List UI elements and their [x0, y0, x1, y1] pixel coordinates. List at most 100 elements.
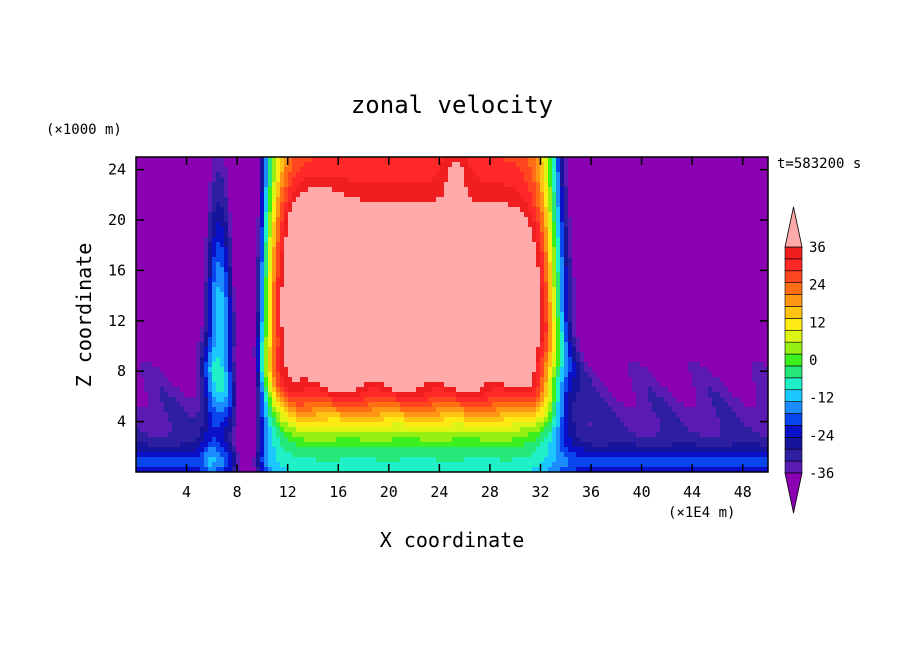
- field-cell: [732, 182, 737, 188]
- field-cell: [288, 282, 293, 288]
- field-cell: [176, 217, 181, 223]
- field-cell: [256, 177, 261, 183]
- field-cell: [460, 217, 465, 223]
- field-cell: [548, 217, 553, 223]
- field-cell: [212, 192, 217, 198]
- field-cell: [592, 182, 597, 188]
- field-cell: [512, 297, 517, 303]
- field-cell: [200, 312, 205, 318]
- field-cell: [256, 172, 261, 178]
- field-cell: [364, 277, 369, 283]
- field-cell: [428, 207, 433, 213]
- field-cell: [572, 242, 577, 248]
- field-cell: [200, 287, 205, 293]
- field-cell: [328, 197, 333, 203]
- field-cell: [684, 247, 689, 253]
- field-cell: [568, 267, 573, 273]
- field-cell: [264, 242, 269, 248]
- field-cell: [408, 232, 413, 238]
- field-cell: [292, 247, 297, 253]
- field-cell: [528, 217, 533, 223]
- field-cell: [576, 272, 581, 278]
- field-cell: [164, 272, 169, 278]
- field-cell: [184, 262, 189, 268]
- field-cell: [472, 207, 477, 213]
- field-cell: [344, 302, 349, 308]
- field-cell: [344, 157, 349, 163]
- field-cell: [380, 157, 385, 163]
- field-cell: [468, 292, 473, 298]
- field-cell: [280, 282, 285, 288]
- field-cell: [520, 297, 525, 303]
- field-cell: [404, 217, 409, 223]
- field-cell: [680, 207, 685, 213]
- field-cell: [152, 167, 157, 173]
- field-cell: [240, 307, 245, 313]
- field-cell: [496, 162, 501, 168]
- field-cell: [420, 312, 425, 318]
- field-cell: [516, 162, 521, 168]
- field-cell: [144, 192, 149, 198]
- field-cell: [584, 307, 589, 313]
- field-cell: [236, 312, 241, 318]
- field-cell: [356, 162, 361, 168]
- field-cell: [552, 252, 557, 258]
- field-cell: [716, 217, 721, 223]
- field-cell: [664, 282, 669, 288]
- field-cell: [228, 197, 233, 203]
- field-cell: [520, 202, 525, 208]
- field-cell: [144, 212, 149, 218]
- field-cell: [736, 172, 741, 178]
- field-cell: [724, 282, 729, 288]
- field-cell: [656, 162, 661, 168]
- field-cell: [740, 267, 745, 273]
- field-cell: [628, 282, 633, 288]
- field-cell: [156, 162, 161, 168]
- field-cell: [612, 237, 617, 243]
- field-cell: [536, 307, 541, 313]
- field-cell: [300, 302, 305, 308]
- field-cell: [696, 232, 701, 238]
- field-cell: [352, 182, 357, 188]
- field-cell: [748, 177, 753, 183]
- field-cell: [600, 272, 605, 278]
- field-cell: [172, 207, 177, 213]
- field-cell: [692, 267, 697, 273]
- field-cell: [396, 237, 401, 243]
- field-cell: [196, 257, 201, 263]
- field-cell: [376, 187, 381, 193]
- field-cell: [412, 162, 417, 168]
- field-cell: [544, 192, 549, 198]
- field-cell: [492, 227, 497, 233]
- field-cell: [448, 267, 453, 273]
- field-cell: [648, 212, 653, 218]
- field-cell: [624, 217, 629, 223]
- field-cell: [676, 197, 681, 203]
- field-cell: [740, 292, 745, 298]
- field-cell: [136, 227, 141, 233]
- field-cell: [364, 172, 369, 178]
- field-cell: [564, 202, 569, 208]
- field-cell: [652, 212, 657, 218]
- field-cell: [316, 192, 321, 198]
- y-unit-label: (×1000 m): [46, 122, 122, 138]
- field-cell: [548, 292, 553, 298]
- field-cell: [476, 247, 481, 253]
- field-cell: [664, 187, 669, 193]
- field-cell: [168, 162, 173, 168]
- field-cell: [596, 242, 601, 248]
- field-cell: [740, 217, 745, 223]
- field-cell: [296, 227, 301, 233]
- field-cell: [208, 227, 213, 233]
- field-cell: [332, 177, 337, 183]
- field-cell: [176, 272, 181, 278]
- field-cell: [376, 177, 381, 183]
- field-cell: [496, 227, 501, 233]
- field-cell: [204, 172, 209, 178]
- field-cell: [556, 232, 561, 238]
- field-cell: [284, 162, 289, 168]
- field-cell: [624, 257, 629, 263]
- field-cell: [456, 297, 461, 303]
- field-cell: [644, 212, 649, 218]
- field-cell: [608, 272, 613, 278]
